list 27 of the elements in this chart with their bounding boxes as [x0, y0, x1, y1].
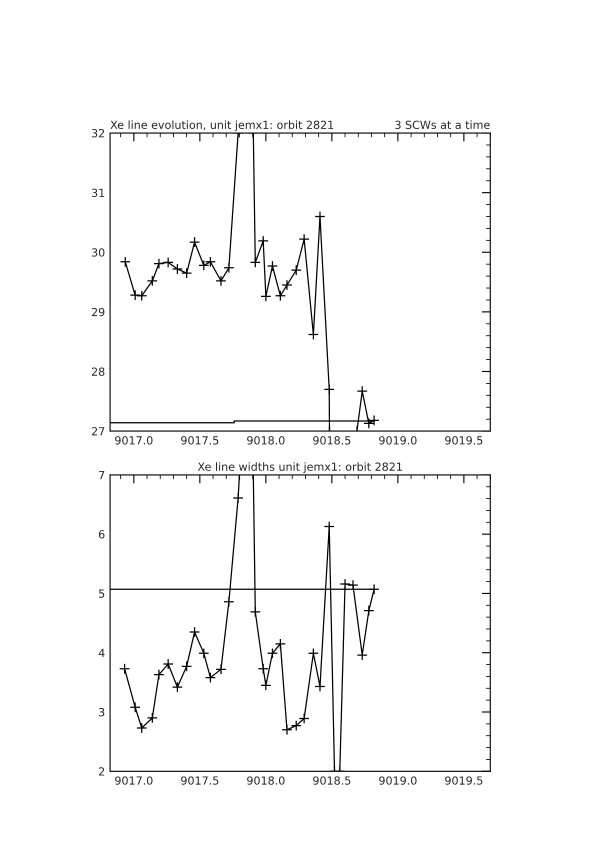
x-tick-label: 9018.0	[247, 776, 285, 785]
y-tick-label: 3	[98, 708, 104, 716]
y-tick-label: 32	[92, 129, 104, 138]
x-tick-label: 9018.5	[313, 776, 350, 785]
x-tick-label: 9019.0	[379, 436, 417, 445]
x-tick-label: 9017.5	[181, 436, 218, 445]
x-tick-label: 9019.5	[445, 776, 482, 785]
y-tick-label: 6	[98, 530, 105, 539]
y-tick-label: 29	[92, 308, 104, 316]
x-tick-label: 9018.0	[247, 436, 285, 445]
chart-subtitle: 3 SCWs at a time	[395, 120, 490, 130]
x-tick-label: 9017.0	[115, 776, 153, 785]
y-tick-label: 4	[98, 648, 105, 657]
y-tick-label: 31	[92, 188, 104, 198]
y-tick-label: 2	[98, 767, 104, 776]
x-tick-label: 9017.0	[115, 436, 153, 445]
x-tick-label: 9017.5	[181, 776, 218, 785]
y-tick-label: 28	[92, 367, 104, 376]
x-tick-label: 9019.5	[445, 436, 482, 445]
chart-title: Xe line widths unit jemx1: orbit 2821	[198, 462, 402, 474]
chart-title: Xe line evolution, unit jemx1: orbit 2821	[110, 120, 334, 132]
y-tick-label: 27	[92, 427, 104, 436]
y-tick-label: 5	[99, 590, 104, 598]
y-tick-label: 30	[92, 248, 104, 257]
x-tick-label: 9019.0	[379, 776, 417, 785]
x-tick-label: 9018.5	[313, 436, 350, 445]
y-tick-label: 7	[99, 471, 104, 480]
